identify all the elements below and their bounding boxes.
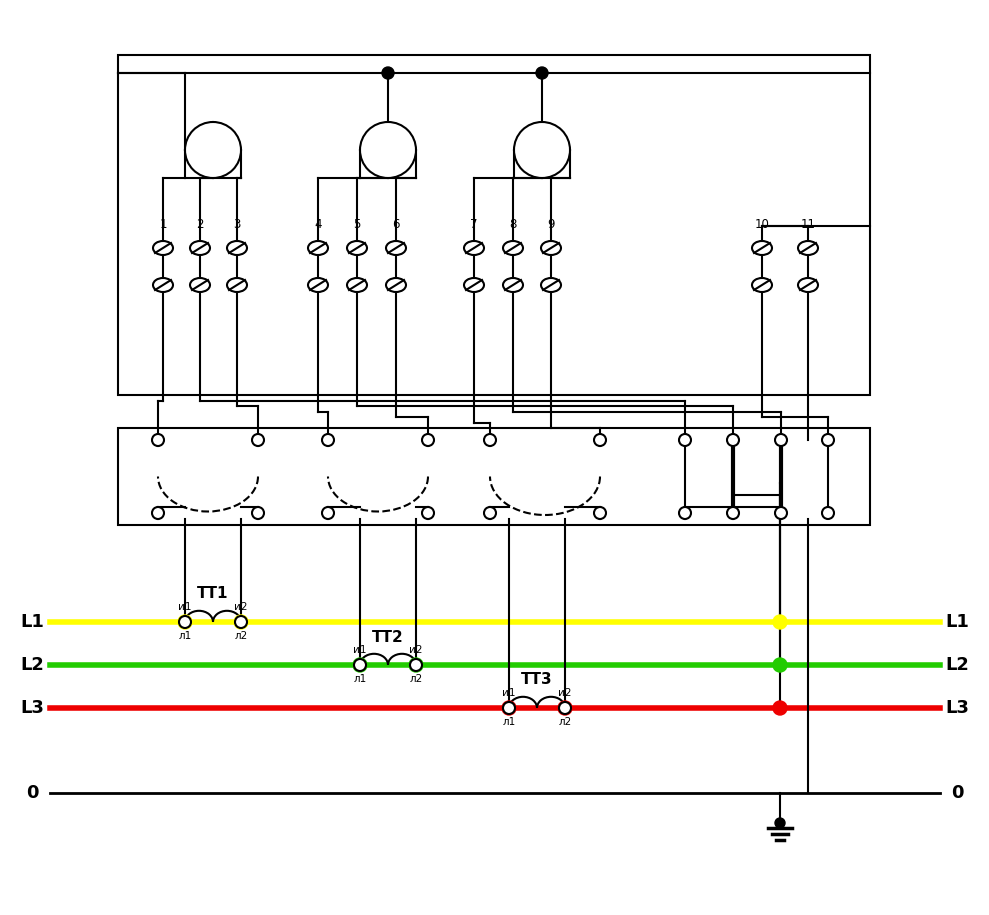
- Ellipse shape: [386, 278, 406, 292]
- Ellipse shape: [503, 278, 523, 292]
- Ellipse shape: [308, 241, 328, 255]
- Circle shape: [234, 615, 248, 629]
- Ellipse shape: [308, 278, 328, 292]
- Circle shape: [727, 507, 739, 519]
- Text: ТТ1: ТТ1: [197, 587, 228, 601]
- Circle shape: [536, 67, 548, 79]
- Ellipse shape: [464, 241, 484, 255]
- Ellipse shape: [386, 241, 406, 255]
- Ellipse shape: [347, 241, 367, 255]
- Ellipse shape: [503, 241, 523, 255]
- Text: 1: 1: [159, 218, 167, 231]
- Circle shape: [185, 122, 241, 178]
- Text: и2: и2: [409, 645, 422, 655]
- Text: L3: L3: [945, 699, 969, 717]
- Circle shape: [594, 434, 606, 446]
- Circle shape: [822, 434, 834, 446]
- Circle shape: [559, 702, 571, 714]
- Circle shape: [484, 434, 496, 446]
- Circle shape: [775, 434, 787, 446]
- Ellipse shape: [347, 278, 367, 292]
- Circle shape: [679, 507, 691, 519]
- Text: 9: 9: [547, 218, 555, 231]
- Ellipse shape: [153, 241, 173, 255]
- Text: 6: 6: [393, 218, 400, 231]
- Circle shape: [252, 507, 264, 519]
- Text: L2: L2: [20, 656, 44, 674]
- Circle shape: [727, 434, 739, 446]
- Text: 7: 7: [470, 218, 478, 231]
- Circle shape: [775, 507, 787, 519]
- Circle shape: [679, 434, 691, 446]
- Circle shape: [322, 507, 334, 519]
- Text: л1: л1: [502, 717, 515, 727]
- Text: и1: и1: [353, 645, 367, 655]
- Ellipse shape: [464, 278, 484, 292]
- Ellipse shape: [541, 241, 561, 255]
- Ellipse shape: [541, 278, 561, 292]
- Text: 8: 8: [509, 218, 516, 231]
- Ellipse shape: [190, 278, 210, 292]
- Text: L1: L1: [945, 613, 969, 631]
- Ellipse shape: [190, 241, 210, 255]
- Circle shape: [502, 701, 516, 715]
- Circle shape: [353, 658, 367, 672]
- Text: 11: 11: [800, 218, 816, 231]
- Text: л2: л2: [234, 631, 247, 641]
- Ellipse shape: [227, 241, 247, 255]
- Text: л1: л1: [178, 631, 192, 641]
- Circle shape: [558, 701, 572, 715]
- Ellipse shape: [752, 278, 772, 292]
- Text: 2: 2: [196, 218, 204, 231]
- Circle shape: [422, 434, 434, 446]
- Text: и1: и1: [502, 688, 515, 698]
- Ellipse shape: [153, 278, 173, 292]
- Circle shape: [773, 658, 787, 672]
- Circle shape: [594, 507, 606, 519]
- Circle shape: [354, 659, 366, 671]
- Ellipse shape: [798, 278, 818, 292]
- Circle shape: [409, 658, 423, 672]
- Text: л1: л1: [353, 674, 367, 684]
- Circle shape: [152, 434, 164, 446]
- Circle shape: [382, 67, 394, 79]
- Circle shape: [235, 616, 247, 628]
- Text: л2: л2: [559, 717, 572, 727]
- Text: 4: 4: [315, 218, 321, 231]
- Circle shape: [484, 507, 496, 519]
- Circle shape: [179, 616, 191, 628]
- Ellipse shape: [798, 241, 818, 255]
- Text: 3: 3: [233, 218, 240, 231]
- Text: 10: 10: [755, 218, 769, 231]
- Text: 5: 5: [353, 218, 361, 231]
- Circle shape: [422, 507, 434, 519]
- Circle shape: [773, 701, 787, 715]
- Circle shape: [514, 122, 570, 178]
- Text: 0: 0: [950, 784, 963, 802]
- Circle shape: [503, 702, 515, 714]
- Bar: [118, 428, 870, 525]
- Text: L3: L3: [20, 699, 44, 717]
- Circle shape: [822, 507, 834, 519]
- Circle shape: [360, 122, 416, 178]
- Circle shape: [152, 507, 164, 519]
- Circle shape: [773, 615, 787, 629]
- Ellipse shape: [227, 278, 247, 292]
- Text: 0: 0: [26, 784, 39, 802]
- Text: и2: и2: [558, 688, 572, 698]
- Bar: [118, 55, 870, 395]
- Text: ТТ2: ТТ2: [372, 630, 404, 644]
- Circle shape: [410, 659, 422, 671]
- Circle shape: [775, 818, 785, 828]
- Text: л2: л2: [409, 674, 422, 684]
- Circle shape: [178, 615, 192, 629]
- Text: L1: L1: [20, 613, 44, 631]
- Text: и2: и2: [234, 602, 248, 612]
- Text: ТТ3: ТТ3: [521, 673, 553, 687]
- Ellipse shape: [752, 241, 772, 255]
- Circle shape: [322, 434, 334, 446]
- Text: и1: и1: [178, 602, 192, 612]
- Text: L2: L2: [945, 656, 969, 674]
- Circle shape: [252, 434, 264, 446]
